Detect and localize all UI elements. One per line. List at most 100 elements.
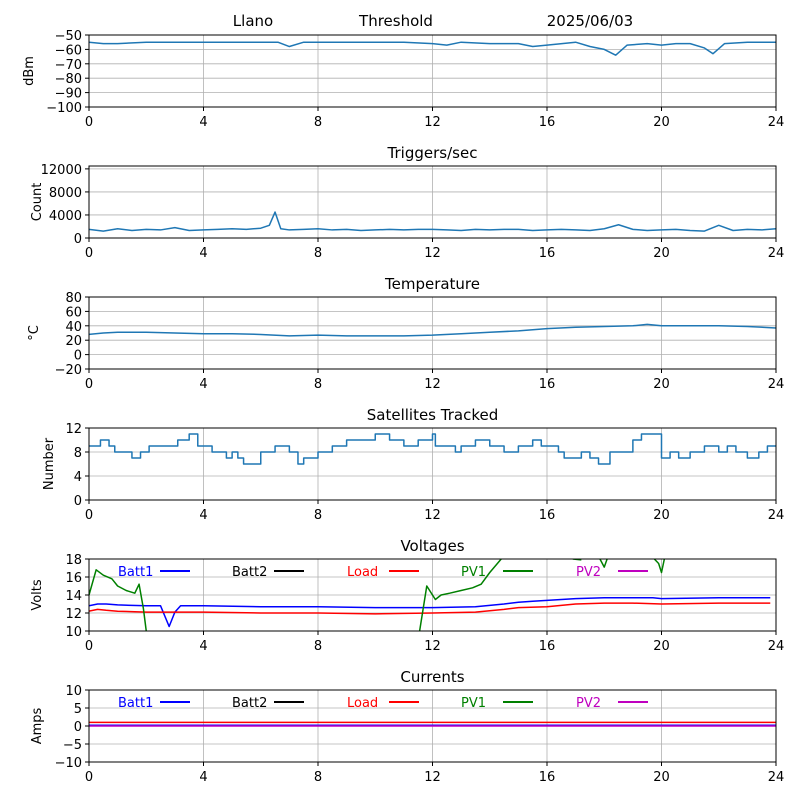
y-tick-label: 16 (65, 571, 82, 586)
x-tick-label: 20 (653, 377, 670, 392)
y-tick-label: 60 (65, 305, 82, 320)
series-line-pv1 (418, 559, 502, 631)
x-tick-label: 4 (199, 377, 207, 392)
chart-title: Currents (400, 668, 464, 686)
y-tick-label: 14 (65, 589, 82, 604)
x-tick-label: 24 (768, 508, 785, 523)
y-axis-label: °C (27, 325, 42, 341)
y-tick-label: −5 (63, 738, 82, 753)
y-tick-label: 18 (65, 553, 82, 568)
header-mode: Threshold (358, 12, 433, 30)
y-tick-label: 40 (65, 320, 82, 335)
x-tick-label: 4 (199, 115, 207, 130)
x-tick-label: 20 (653, 639, 670, 654)
x-tick-label: 16 (539, 246, 556, 261)
panel-voltages: 0 4 8 12 16 20 24 10 12 14 16 18 Voltages Volts Batt1 B… (30, 537, 784, 654)
y-tick-label: −50 (55, 29, 82, 44)
x-tick-label: 0 (85, 508, 93, 523)
x-tick-label: 12 (424, 115, 441, 130)
legend-label-pv1: PV1 (461, 565, 486, 580)
y-axis-label: Number (42, 437, 57, 490)
x-tick-label: 0 (85, 377, 93, 392)
y-tick-label: 20 (65, 334, 82, 349)
x-tick-label: 16 (539, 508, 556, 523)
y-tick-label: −60 (55, 43, 82, 58)
y-tick-label: −70 (55, 58, 82, 73)
y-tick-label: −100 (46, 101, 82, 116)
panel-triggers: 0 4 8 12 16 20 24 0 4000 8000 12000 Triggers/sec Cou… (30, 144, 784, 261)
panel-currents: 0 4 8 12 16 20 24 −10 −5 0 5 10 Currents Amps Batt1 Bat… (30, 668, 784, 785)
x-tick-label: 8 (314, 377, 322, 392)
x-tick-label: 12 (424, 508, 441, 523)
legend-label-batt2: Batt2 (232, 696, 267, 711)
header-date: 2025/06/03 (547, 12, 633, 30)
y-tick-label: 0 (74, 494, 82, 509)
y-tick-label: 0 (74, 720, 82, 735)
series-line-triggers (89, 211, 776, 232)
series-line-pv1 (599, 559, 608, 568)
series-line-signal (89, 41, 776, 56)
series-group (89, 559, 771, 631)
legend-label-batt1: Batt1 (118, 696, 153, 711)
y-tick-label: 0 (74, 349, 82, 364)
legend-label-batt2: Batt2 (232, 565, 267, 580)
series-line-temperature (89, 323, 776, 337)
x-tick-label: 4 (199, 508, 207, 523)
y-tick-label: 4000 (49, 209, 82, 224)
x-tick-label: 20 (653, 770, 670, 785)
x-tick-label: 24 (768, 639, 785, 654)
x-tick-label: 16 (539, 115, 556, 130)
header-site: Llano (233, 12, 273, 30)
series-line-satellites (89, 433, 776, 465)
x-tick-label: 24 (768, 770, 785, 785)
x-tick-label: 12 (424, 377, 441, 392)
x-tick-label: 16 (539, 770, 556, 785)
y-tick-label: −90 (55, 87, 82, 102)
y-tick-label: 4 (74, 470, 82, 485)
x-tick-label: 4 (199, 770, 207, 785)
legend-label-pv2: PV2 (576, 696, 601, 711)
y-tick-label: 10 (65, 684, 82, 699)
chart-title: Temperature (384, 275, 480, 293)
legend-label-load: Load (347, 696, 378, 711)
x-tick-label: 12 (424, 770, 441, 785)
y-tick-label: 12 (65, 607, 82, 622)
y-tick-label: −80 (55, 72, 82, 87)
x-tick-label: 4 (199, 246, 207, 261)
x-tick-label: 8 (314, 770, 322, 785)
y-axis-label: dBm (22, 56, 37, 86)
x-tick-label: 24 (768, 115, 785, 130)
y-tick-label: −10 (55, 756, 82, 771)
chart-title: Voltages (400, 537, 464, 555)
series-line-pv1 (89, 569, 147, 631)
series-line-load (89, 602, 771, 615)
chart-title: Triggers/sec (387, 144, 478, 162)
y-tick-label: 12 (65, 422, 82, 437)
y-tick-label: 8000 (49, 186, 82, 201)
series-group (89, 323, 776, 337)
x-tick-label: 8 (314, 639, 322, 654)
series-line-pv1 (653, 559, 666, 574)
y-tick-label: 0 (74, 232, 82, 247)
panel-signal: 0 4 8 12 16 20 24 −100−90−80−70−60−50 dBm (22, 29, 784, 130)
x-tick-label: 12 (424, 246, 441, 261)
y-tick-label: 80 (65, 291, 82, 306)
x-tick-label: 8 (314, 246, 322, 261)
legend-label-pv1: PV1 (461, 696, 486, 711)
series-group (89, 211, 776, 232)
legend-label-pv2: PV2 (576, 565, 601, 580)
x-tick-label: 16 (539, 639, 556, 654)
series-group (89, 41, 776, 56)
y-axis-label: Amps (30, 707, 45, 744)
x-tick-label: 24 (768, 377, 785, 392)
x-tick-label: 20 (653, 508, 670, 523)
x-tick-label: 0 (85, 639, 93, 654)
x-tick-label: 0 (85, 246, 93, 261)
x-tick-label: 12 (424, 639, 441, 654)
y-axis-label: Volts (30, 579, 45, 611)
y-axis-label: Count (30, 183, 45, 222)
y-tick-label: 5 (74, 702, 82, 717)
